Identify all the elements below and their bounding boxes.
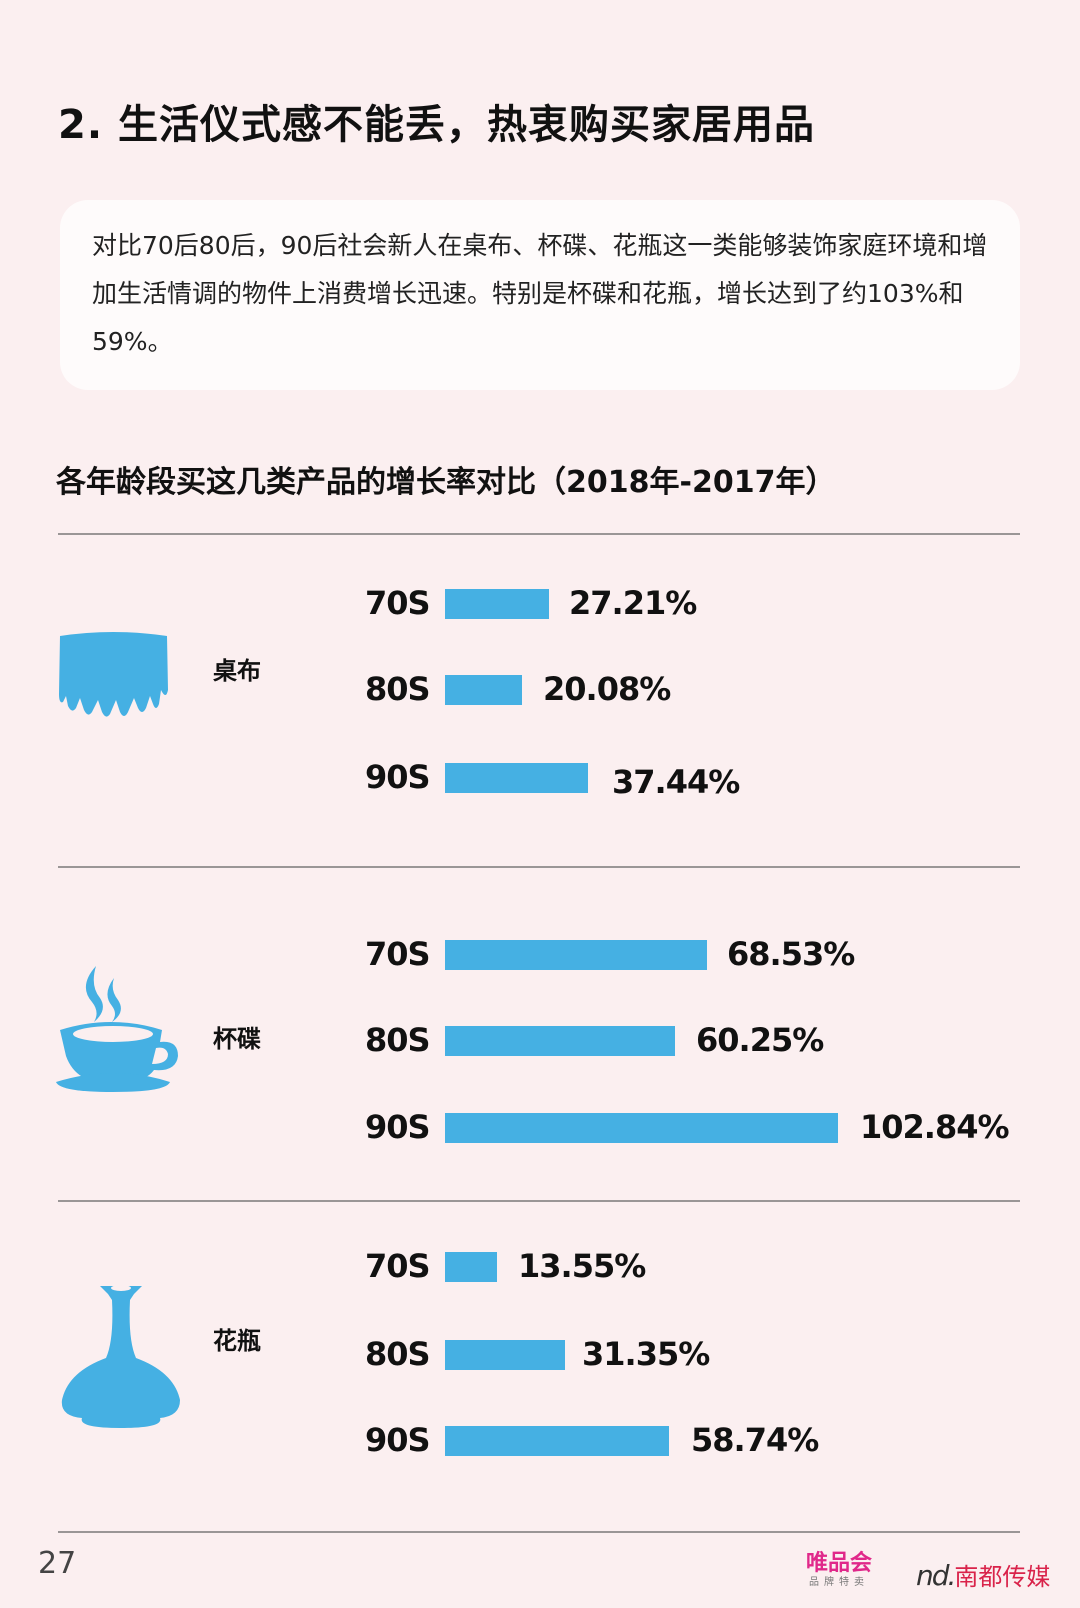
page-title: 2. 生活仪式感不能丢，热衷购买家居用品 [58, 102, 815, 148]
bar-row: 70S 13.55% [0, 1246, 1080, 1286]
age-label: 80S [365, 1021, 431, 1059]
footer-divider [58, 1531, 1020, 1533]
divider [58, 533, 1020, 535]
value-label: 68.53% [727, 935, 855, 973]
bar [445, 1252, 497, 1282]
chart-title: 各年龄段买这几类产品的增长率对比（2018年-2017年） [56, 465, 836, 500]
vip-logo: 唯品会 品牌特卖 [806, 1552, 872, 1590]
category-label: 花瓶 [213, 1327, 261, 1355]
vip-logo-main: 唯品会 [806, 1551, 873, 1576]
age-label: 70S [365, 1247, 431, 1285]
category-label: 杯碟 [213, 1025, 261, 1053]
age-label: 70S [365, 584, 431, 622]
bar-row: 80S 20.08% [0, 669, 1080, 709]
age-label: 80S [365, 1335, 431, 1373]
value-label: 60.25% [696, 1021, 824, 1059]
bar-row: 90S 102.84% [0, 1107, 1080, 1147]
teacup-icon [56, 966, 178, 1092]
bar-row: 90S 58.74% [0, 1420, 1080, 1460]
value-label: 102.84% [860, 1108, 1010, 1146]
tablecloth-icon [59, 632, 168, 717]
bar [445, 1340, 565, 1370]
bar [445, 763, 588, 793]
age-label: 90S [365, 1108, 431, 1146]
value-label: 58.74% [691, 1421, 819, 1459]
category-label: 桌布 [213, 657, 261, 685]
bar-row: 70S 27.21% [0, 583, 1080, 623]
divider [58, 1200, 1020, 1202]
nd-logo-mark: nd. [916, 1559, 956, 1592]
value-label: 31.35% [582, 1335, 710, 1373]
intro-card: 对比70后80后，90后社会新人在桌布、杯碟、花瓶这一类能够装饰家庭环境和增加生… [60, 200, 1020, 390]
vip-logo-sub: 品牌特卖 [809, 1577, 869, 1588]
value-label: 20.08% [543, 670, 671, 708]
value-label: 27.21% [569, 584, 697, 622]
age-label: 80S [365, 670, 431, 708]
bar [445, 675, 522, 705]
nd-logo-text: 南都传媒 [954, 1563, 1051, 1591]
bar [445, 1026, 675, 1056]
bar-row: 70S 68.53% [0, 934, 1080, 974]
page-number: 27 [38, 1546, 77, 1581]
age-label: 90S [365, 1421, 431, 1459]
bar [445, 1426, 669, 1456]
divider [58, 866, 1020, 868]
bar [445, 589, 549, 619]
bar-row: 80S 60.25% [0, 1020, 1080, 1060]
bar-row: 90S 37.44% [0, 757, 1080, 801]
vase-icon [61, 1285, 181, 1428]
age-label: 70S [365, 935, 431, 973]
value-label: 37.44% [612, 763, 740, 801]
value-label: 13.55% [518, 1247, 646, 1285]
intro-text: 对比70后80后，90后社会新人在桌布、杯碟、花瓶这一类能够装饰家庭环境和增加生… [92, 231, 988, 356]
bar-row: 80S 31.35% [0, 1334, 1080, 1374]
bar [445, 1113, 838, 1143]
age-label: 90S [365, 758, 431, 796]
bar [445, 940, 707, 970]
nd-logo: nd.南都传媒 [916, 1557, 1050, 1592]
